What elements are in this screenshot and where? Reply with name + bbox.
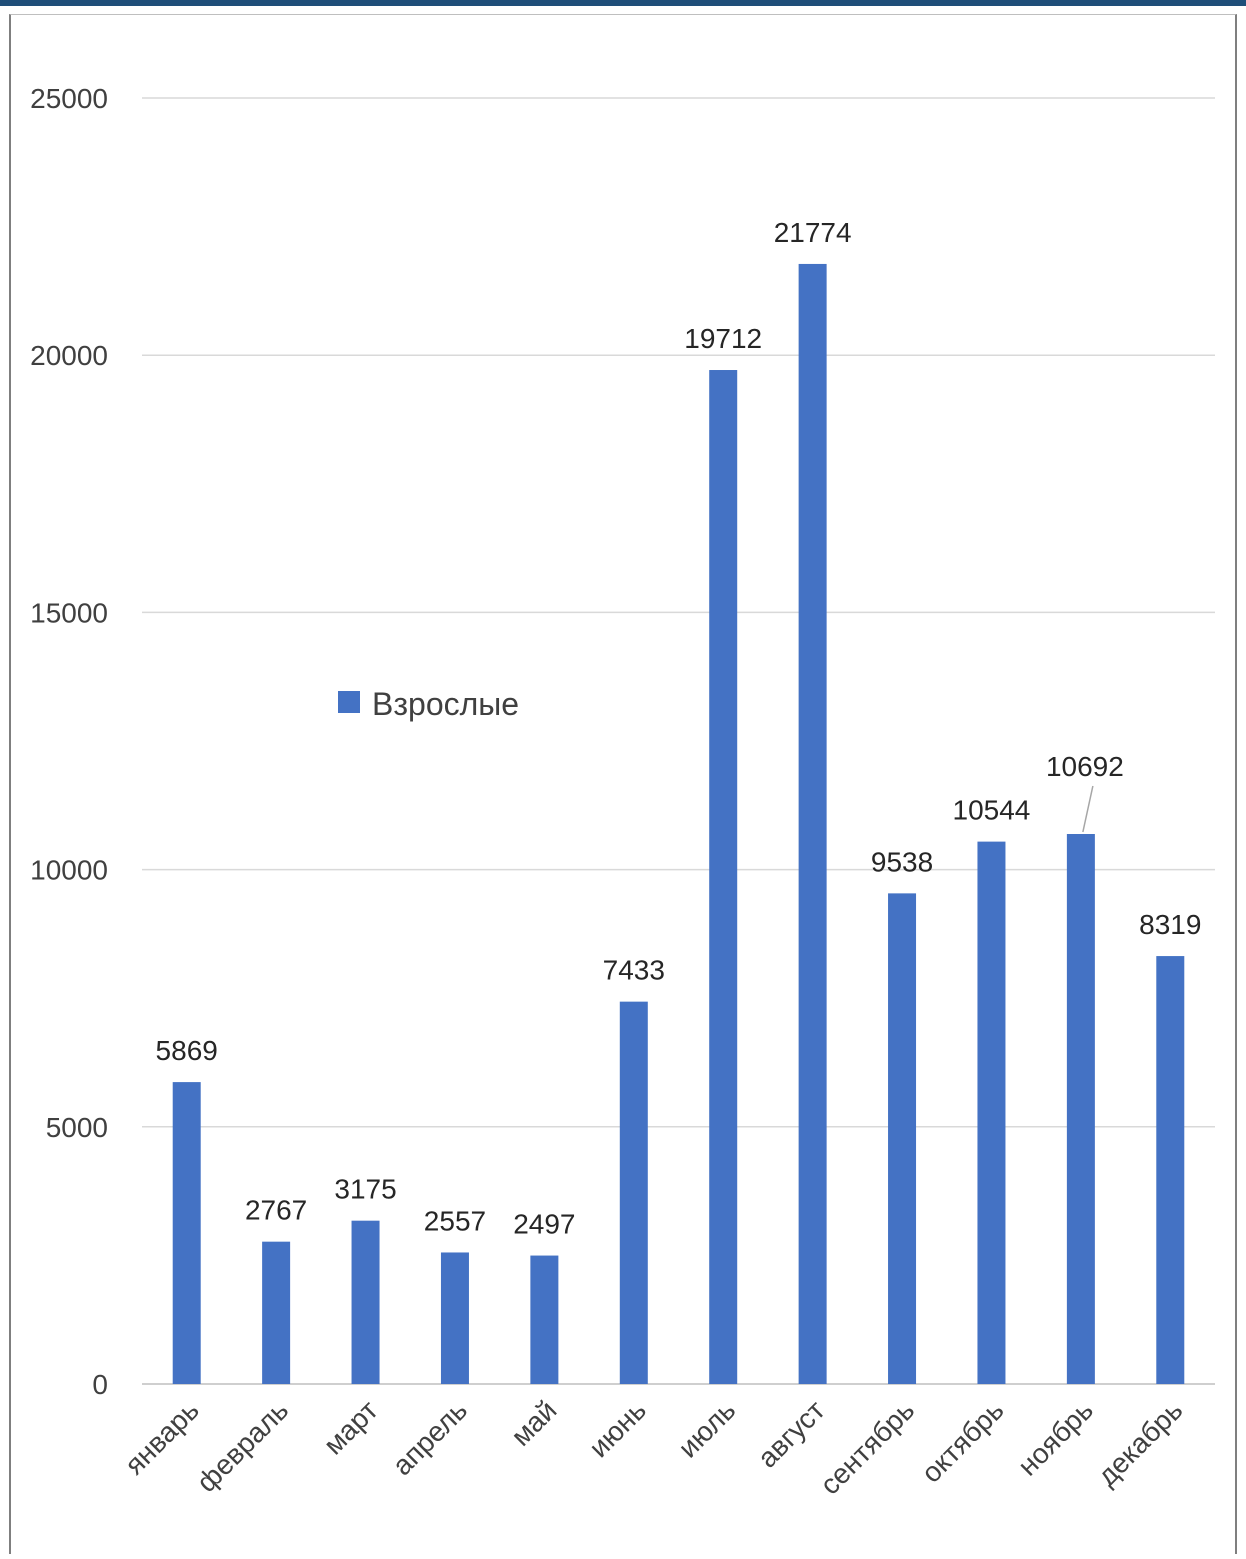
- data-label: 19712: [684, 323, 762, 354]
- data-label: 3175: [334, 1174, 396, 1205]
- data-label: 2497: [513, 1209, 575, 1240]
- x-tick-label: май: [505, 1394, 563, 1452]
- legend: Взрослые: [338, 686, 519, 722]
- data-label: 8319: [1139, 909, 1201, 940]
- x-tick-label: декабрь: [1091, 1394, 1188, 1491]
- x-tick-label: октябрь: [915, 1394, 1009, 1488]
- data-label: 2557: [424, 1205, 486, 1236]
- data-label: 10544: [953, 795, 1031, 826]
- y-tick-label: 20000: [30, 340, 108, 371]
- y-axis-ticks: 0 5000 10000 15000 20000 25000: [30, 83, 108, 1400]
- x-tick-label: ноябрь: [1012, 1394, 1099, 1481]
- y-tick-label: 0: [92, 1369, 108, 1400]
- x-tick-label: август: [752, 1394, 831, 1473]
- bars: [172, 263, 1185, 1384]
- bar: [1156, 956, 1185, 1384]
- y-tick-label: 10000: [30, 855, 108, 886]
- data-label: 7433: [603, 955, 665, 986]
- bar: [530, 1255, 559, 1384]
- legend-label: Взрослые: [372, 686, 519, 722]
- bar: [172, 1082, 201, 1384]
- bar: [351, 1220, 380, 1384]
- bar: [262, 1241, 291, 1384]
- data-label: 10692: [1046, 751, 1124, 782]
- bar: [1066, 834, 1095, 1384]
- y-tick-label: 15000: [30, 597, 108, 628]
- bar: [798, 263, 827, 1384]
- x-tick-label: январь: [119, 1394, 205, 1480]
- data-labels: 5869 2767 3175 2557 2497 7433 19712 21774 9538 10…: [156, 217, 1202, 1240]
- data-label: 9538: [871, 846, 933, 877]
- data-label: 5869: [156, 1035, 218, 1066]
- data-label: 21774: [774, 217, 852, 248]
- gridlines: [142, 97, 1215, 1385]
- x-tick-label: апрель: [386, 1394, 473, 1481]
- chart-border: [9, 14, 1237, 1554]
- leader-line: [1082, 785, 1094, 833]
- y-tick-label: 25000: [30, 83, 108, 114]
- bar: [709, 370, 738, 1384]
- legend-swatch: [338, 691, 360, 713]
- x-tick-label: март: [318, 1394, 384, 1460]
- x-tick-label: июль: [672, 1394, 741, 1463]
- bar: [977, 841, 1006, 1384]
- top-border-rule: [0, 0, 1246, 6]
- y-tick-label: 5000: [46, 1112, 108, 1143]
- bar: [619, 1001, 648, 1384]
- bar: [888, 893, 917, 1384]
- bar: [440, 1252, 469, 1384]
- x-tick-label: сентябрь: [814, 1394, 920, 1500]
- x-tick-label: февраль: [191, 1394, 295, 1498]
- data-label: 2767: [245, 1195, 307, 1226]
- x-tick-label: июнь: [583, 1394, 652, 1463]
